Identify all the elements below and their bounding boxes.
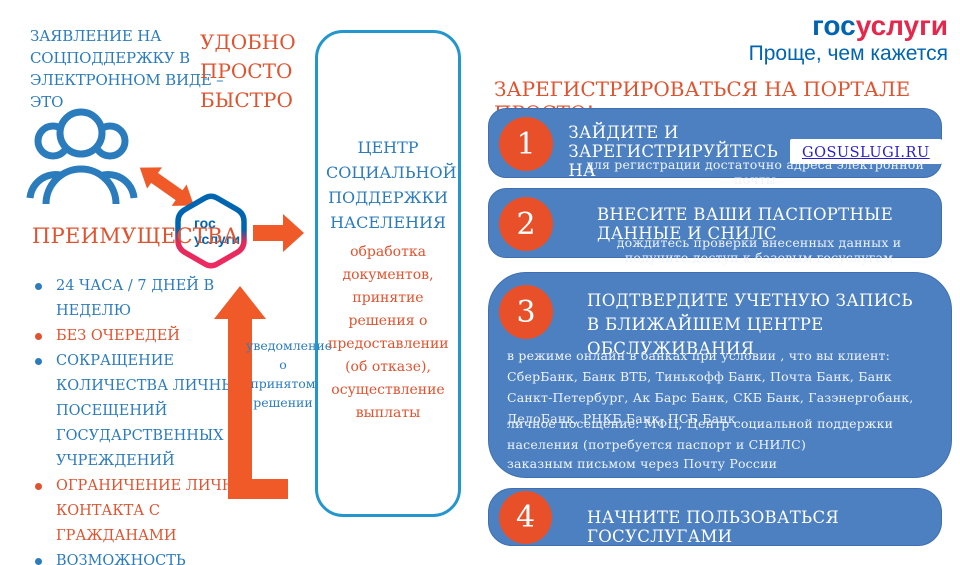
logo-word-top: гос — [194, 215, 216, 231]
step-2-card: 2 ВНЕСИТЕ ВАШИ ПАСПОРТНЫЕ ДАННЫЕ И СНИЛС… — [488, 188, 942, 265]
advantages-list: 24 ЧАСА / 7 ДНЕЙ В НЕДЕЛЮ БЕЗ ОЧЕРЕДЕЙ СО… — [28, 274, 272, 565]
support-center-title: ЦЕНТР СОЦИАЛЬНОЙ ПОДДЕРЖКИ НАСЕЛЕНИЯ — [326, 138, 457, 232]
step-4-number-badge: 4 — [499, 491, 552, 544]
step-1-number-badge: 1 — [499, 117, 553, 171]
right-arrow-icon — [253, 213, 305, 253]
step-4-card: 4 НАЧНИТЕ ПОЛЬЗОВАТЬСЯ ГОСУСЛУГАМИ — [488, 488, 942, 546]
step-3-detail-in-person: личное посещение: МФЦ, Центр социальной … — [507, 416, 894, 452]
step-3-number-badge: 3 — [499, 285, 553, 339]
intro-text: ЗАЯВЛЕНИЕ НА СОЦПОДДЕРЖКУ В ЭЛЕКТРОННОМ … — [30, 27, 224, 111]
double-arrow-icon — [126, 162, 218, 240]
advantage-item: ВОЗМОЖНОСТЬ ОТСЛЕЖИВАТЬ СОСТОЯНИЕ ЗАЯВЛЕ… — [28, 549, 272, 565]
logo-word-bottom: услуги — [194, 231, 240, 247]
step-3-card: 3 ПОДТВЕРДИТЕ УЧЕТНУЮ ЗАПИСЬ В БЛИЖАЙШЕМ… — [488, 272, 952, 478]
advantages-title: ПРЕИМУЩЕСТВА — [32, 224, 240, 248]
step-1-title: ЗАЙДИТЕ И ЗАРЕГИСТРИРУЙТЕСЬ НА — [568, 123, 778, 180]
brand-logo: госуслуги — [700, 10, 948, 42]
advantage-item: ОГРАНИЧЕНИЕ ЛИЧНОГО КОНТАКТА С ГРАЖДАНАМ… — [28, 474, 272, 549]
quality-item: УДОБНО — [200, 30, 296, 54]
gosuslugi-logo: гос услуги — [172, 192, 250, 270]
quality-item: ПРОСТО — [200, 59, 293, 83]
advantage-item: 24 ЧАСА / 7 ДНЕЙ В НЕДЕЛЮ — [28, 274, 272, 324]
step-3-title: ПОДТВЕРДИТЕ УЧЕТНУЮ ЗАПИСЬ В БЛИЖАЙШЕМ Ц… — [587, 291, 913, 358]
advantage-item: СОКРАЩЕНИЕ КОЛИЧЕСТВА ЛИЧНЫХ ПОСЕЩЕНИЙ Г… — [28, 349, 272, 474]
qualities-list: УДОБНО ПРОСТО БЫСТРО — [200, 28, 296, 115]
brand-part-blue: гос — [812, 10, 856, 41]
step-1-subtitle: для регистрации достаточно адреса электр… — [585, 157, 925, 187]
gosuslugi-link-box: GOSUSLUGI.RU — [790, 139, 942, 164]
support-center-subtitle: обработка документов, принятие решения о… — [328, 244, 449, 421]
step-4-title: НАЧНИТЕ ПОЛЬЗОВАТЬСЯ ГОСУСЛУГАМИ — [587, 508, 840, 546]
step-3-detail-mail: заказным письмом через Почту России — [507, 456, 778, 471]
brand-part-red: услуги — [855, 10, 948, 41]
support-center-box: ЦЕНТР СОЦИАЛЬНОЙ ПОДДЕРЖКИ НАСЕЛЕНИЯ обр… — [315, 30, 461, 517]
step-2-title: ВНЕСИТЕ ВАШИ ПАСПОРТНЫЕ ДАННЫЕ И СНИЛС — [597, 205, 894, 243]
gosuslugi-link[interactable]: GOSUSLUGI.RU — [802, 145, 930, 161]
step-2-subtitle: дождитесь проверки внесенных данных и по… — [616, 235, 902, 265]
step-1-card: 1 ЗАЙДИТЕ И ЗАРЕГИСТРИРУЙТЕСЬ НА GOSUSLU… — [488, 108, 942, 187]
advantage-item: БЕЗ ОЧЕРЕДЕЙ — [28, 324, 272, 349]
notification-label: уведомление о принятом решении — [246, 338, 333, 410]
quality-item: БЫСТРО — [200, 88, 293, 112]
step-3-detail-online-banks: в режиме онлайн в банках при условии , ч… — [507, 348, 914, 426]
citizens-group-icon — [22, 103, 140, 225]
step-2-number-badge: 2 — [499, 197, 553, 251]
notification-up-arrow-icon — [205, 280, 300, 505]
brand-tagline: Проще, чем кажется — [748, 42, 948, 65]
